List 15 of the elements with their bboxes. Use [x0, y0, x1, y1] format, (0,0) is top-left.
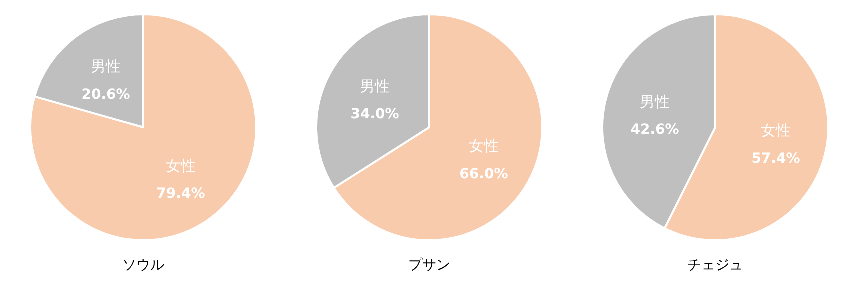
data-label: 79.4% [156, 186, 206, 202]
slice-label: 男性 [360, 77, 390, 96]
slice-label: 男性 [640, 92, 670, 111]
slice-label: 女性 [166, 156, 196, 175]
data-label: 57.4% [752, 150, 800, 167]
data-label: 20.6% [82, 86, 130, 103]
data-label: 66.0% [460, 166, 508, 182]
text: プサン [408, 257, 450, 274]
text: チェジュ [688, 257, 744, 274]
slice-label: 男性 [91, 58, 122, 76]
data-label: 42.6% [630, 122, 680, 138]
slice-label: 女性 [468, 137, 499, 156]
text: ソウル [122, 257, 164, 274]
data-label: 34.0% [350, 106, 400, 123]
slice-label: 女性 [760, 122, 791, 140]
